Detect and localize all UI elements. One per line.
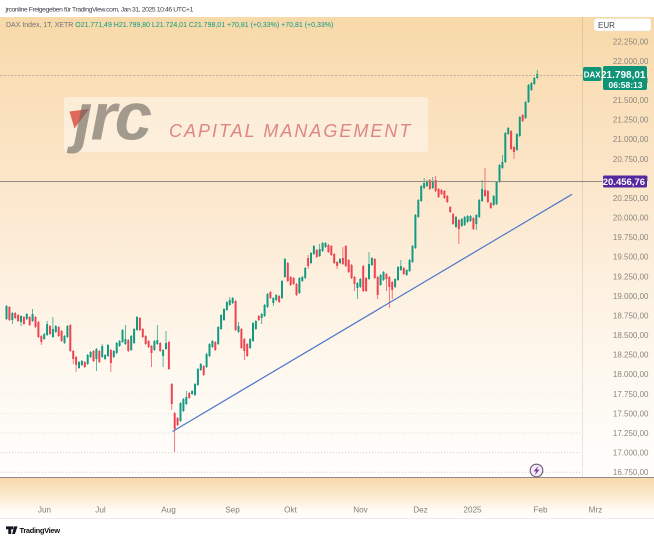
svg-text:19.500,00: 19.500,00 (613, 253, 649, 262)
svg-text:18.500,00: 18.500,00 (613, 331, 649, 340)
svg-text:22.000,00: 22.000,00 (613, 57, 649, 66)
svg-text:DAX Index, 1T, XETR O21.771,49: DAX Index, 1T, XETR O21.771,49 H21.799,8… (6, 22, 333, 29)
svg-text:21.500,00: 21.500,00 (613, 96, 649, 105)
svg-text:Dez: Dez (413, 506, 428, 515)
svg-text:21.250,00: 21.250,00 (613, 116, 649, 125)
svg-text:Jul: Jul (95, 506, 106, 515)
svg-text:18.750,00: 18.750,00 (613, 311, 649, 320)
svg-text:19.750,00: 19.750,00 (613, 233, 649, 242)
svg-text:19.000,00: 19.000,00 (613, 292, 649, 301)
svg-text:20.000,00: 20.000,00 (613, 214, 649, 223)
svg-text:17.250,00: 17.250,00 (613, 429, 649, 438)
svg-text:EUR: EUR (598, 21, 615, 30)
svg-text:20.250,00: 20.250,00 (613, 194, 649, 203)
svg-text:17.500,00: 17.500,00 (613, 409, 649, 418)
svg-text:DAX: DAX (584, 70, 602, 79)
svg-text:Jun: Jun (38, 506, 52, 515)
svg-text:21.000,00: 21.000,00 (613, 135, 649, 144)
svg-text:19.250,00: 19.250,00 (613, 272, 649, 281)
svg-text:17.750,00: 17.750,00 (613, 390, 649, 399)
svg-text:ȷrc: ȷrc (66, 80, 152, 155)
svg-text:CAPITAL MANAGEMENT: CAPITAL MANAGEMENT (169, 121, 412, 141)
svg-text:18.250,00: 18.250,00 (613, 351, 649, 360)
svg-text:TradingView: TradingView (20, 526, 61, 535)
svg-text:17.000,00: 17.000,00 (613, 449, 649, 458)
svg-text:Aug: Aug (161, 506, 176, 515)
svg-text:21.798,01: 21.798,01 (601, 70, 646, 81)
svg-text:20.750,00: 20.750,00 (613, 155, 649, 164)
svg-text:Sep: Sep (225, 506, 240, 515)
svg-text:Mrz: Mrz (589, 506, 603, 515)
svg-text:16.750,00: 16.750,00 (613, 468, 649, 477)
svg-text:2025: 2025 (463, 506, 482, 515)
svg-text:Nov: Nov (353, 506, 368, 515)
svg-text:06:58:13: 06:58:13 (608, 80, 642, 90)
svg-text:Okt: Okt (284, 506, 297, 515)
svg-text:20.456,76: 20.456,76 (603, 177, 645, 188)
svg-text:Feb: Feb (533, 506, 548, 515)
svg-text:jrconline Freigegeben für Trad: jrconline Freigegeben für TradingView.co… (5, 6, 194, 13)
svg-text:22.250,00: 22.250,00 (613, 37, 649, 46)
svg-text:18.000,00: 18.000,00 (613, 370, 649, 379)
